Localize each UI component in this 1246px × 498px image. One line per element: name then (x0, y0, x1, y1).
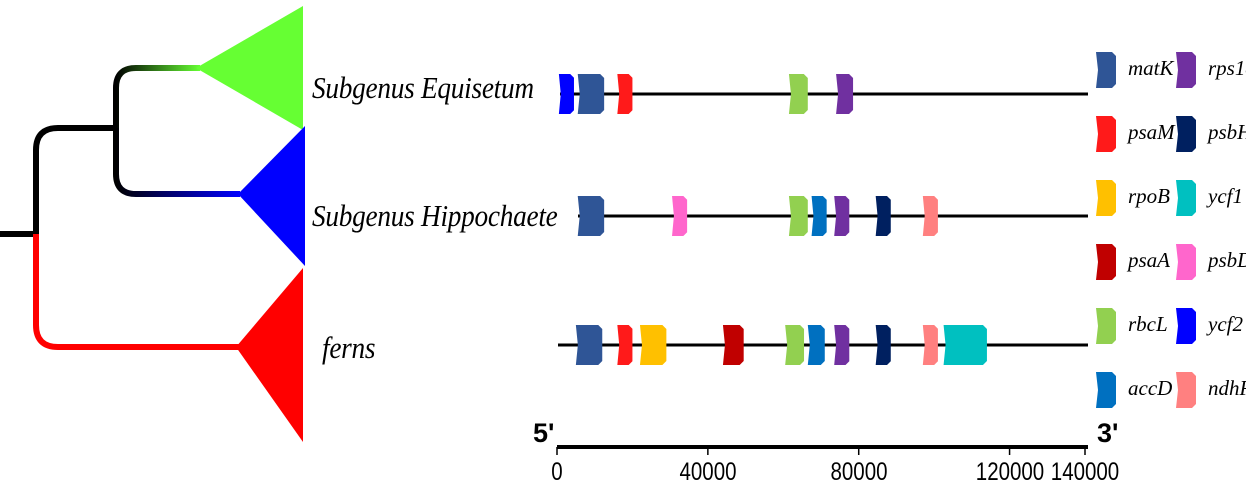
gene-block-psaM (617, 325, 633, 365)
clade-triangle-equisetum (196, 6, 303, 130)
legend-swatch-ycf2 (1176, 308, 1196, 344)
clade-triangle-hippochaete (238, 126, 305, 266)
legend-swatch-shape (1176, 52, 1196, 88)
gene-block-rbcL (788, 74, 808, 114)
legend-label: psaA (1128, 248, 1170, 272)
legend-swatch-rbcL (1096, 308, 1116, 344)
five-prime-label: 5' (533, 418, 555, 448)
axis-tick-label: 40000 (679, 458, 737, 486)
tree-inner-branch (33, 125, 116, 234)
legend-swatch-ndhF (1176, 372, 1196, 408)
legend-swatch-shape (1096, 116, 1116, 152)
tree-branch-equisetum (113, 65, 200, 128)
axis-tick-label: 140000 (1050, 458, 1120, 486)
gene-block-rps18 (836, 74, 854, 114)
gene-block-psaA (722, 325, 744, 365)
tree-branch-hippochaete (113, 128, 240, 197)
gene-block-rbcL (785, 325, 805, 365)
legend-label: rpoB (1128, 184, 1170, 208)
axis-tick-label: 80000 (830, 458, 888, 486)
legend-swatch-matK (1096, 52, 1116, 88)
gene-block-rps18 (834, 196, 850, 236)
clade-triangle-ferns (236, 268, 303, 442)
gene-block-ndhF (922, 196, 938, 236)
legend-swatch-shape (1096, 372, 1116, 408)
legend-label: matK (1128, 56, 1174, 80)
legend-swatch-shape (1176, 308, 1196, 344)
legend-swatch-rps18 (1176, 52, 1196, 88)
axis-tick-label: 120000 (975, 458, 1044, 486)
gene-block-matK (577, 74, 605, 114)
legend-swatch-shape (1176, 372, 1196, 408)
legend-swatch-psaM (1096, 116, 1116, 152)
legend-label: rps18 (1208, 56, 1246, 80)
legend-swatch-rpoB (1096, 180, 1116, 216)
legend-swatch-shape (1096, 180, 1116, 216)
legend-swatch-ycf1 (1176, 180, 1196, 216)
legend-swatch-psbD (1176, 244, 1196, 280)
legend-swatch-accD (1096, 372, 1116, 408)
gene-block-rps18 (834, 325, 850, 365)
gene-block-psbD (672, 196, 688, 236)
legend-label: rbcL (1128, 312, 1168, 336)
legend-label: psbH (1208, 120, 1246, 144)
legend-label: ycf2 (1208, 312, 1243, 336)
clade-label-hippochaete: Subgenus Hippochaete (312, 198, 558, 233)
legend-swatch-shape (1176, 244, 1196, 280)
legend-label: psaM (1128, 120, 1175, 144)
gene-block-rpoB (639, 325, 667, 365)
gene-block-psbH (875, 196, 891, 236)
legend-swatch-shape (1176, 180, 1196, 216)
legend-swatch-psbH (1176, 116, 1196, 152)
gene-block-matK (577, 196, 605, 236)
legend-swatch-psaA (1096, 244, 1116, 280)
legend-label: psbD (1208, 248, 1246, 272)
legend-swatch-shape (1096, 52, 1116, 88)
legend-label: ndhF (1208, 376, 1246, 400)
gene-block-accD (811, 196, 827, 236)
gene-block-accD (807, 325, 825, 365)
gene-block-ndhF (922, 325, 938, 365)
gene-block-psaM (617, 74, 633, 114)
gene-block-ycf1 (943, 325, 987, 365)
legend-label: ycf1 (1208, 184, 1243, 208)
legend-label: accD (1128, 376, 1173, 400)
legend-swatch-shape (1096, 244, 1116, 280)
legend-swatch-shape (1176, 116, 1196, 152)
legend-swatch-shape (1096, 308, 1116, 344)
clade-label-equisetum: Subgenus Equisetum (312, 70, 534, 105)
gene-block-matK (575, 325, 603, 365)
gene-block-rbcL (788, 196, 808, 236)
three-prime-label: 3' (1097, 418, 1119, 448)
gene-block-psbH (875, 325, 891, 365)
gene-block-ycf2 (558, 74, 574, 114)
tree-branch-ferns (33, 234, 240, 350)
clade-label-ferns: ferns (322, 330, 376, 365)
axis-tick-label: 0 (551, 458, 563, 486)
